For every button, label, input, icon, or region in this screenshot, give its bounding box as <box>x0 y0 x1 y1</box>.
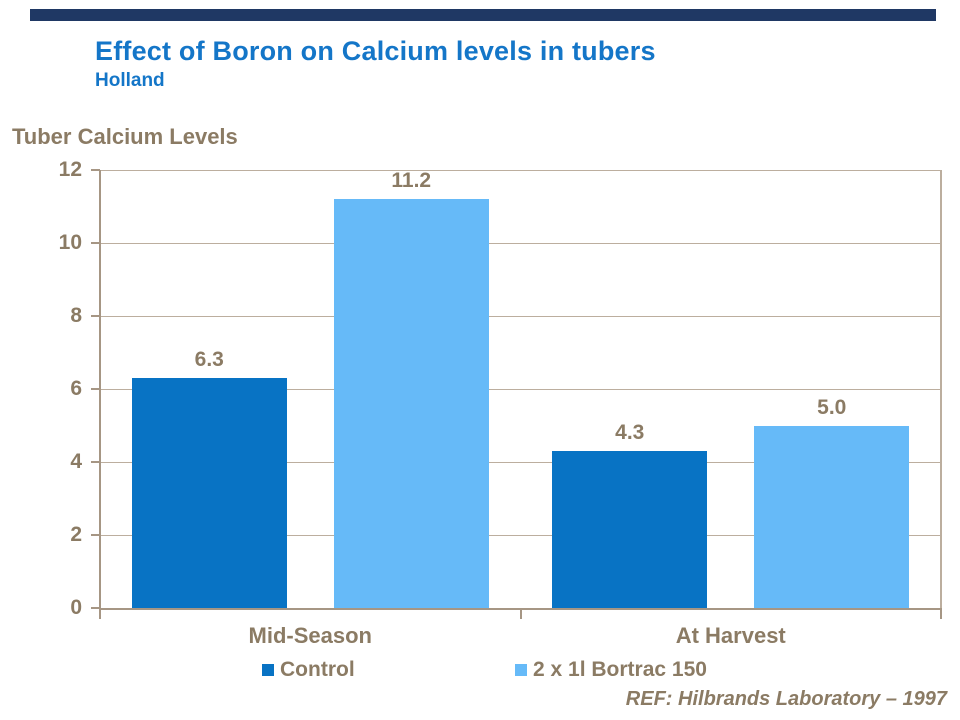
y-axis-tick <box>91 242 100 244</box>
gridline <box>100 169 941 171</box>
y-axis-label: 12 <box>58 158 82 181</box>
legend-label: 2 x 1l Bortrac 150 <box>533 658 707 681</box>
y-axis-tick <box>91 534 100 536</box>
bar-mid-season-control <box>131 378 287 608</box>
y-axis-label: 6 <box>70 377 82 400</box>
y-axis-label: 4 <box>70 450 82 473</box>
y-axis-label: 0 <box>70 596 82 619</box>
reference-note: REF: Hilbrands Laboratory – 1997 <box>625 688 947 710</box>
gridline <box>100 242 941 244</box>
y-axis-tick <box>91 315 100 317</box>
bar-at-harvest-control <box>552 451 708 608</box>
x-category-label: Mid-Season <box>248 623 372 648</box>
value-label: 5.0 <box>817 395 847 419</box>
bar-at-harvest-bortrac <box>754 425 910 608</box>
y-axis-title: Tuber Calcium Levels <box>12 124 238 149</box>
y-axis-label: 2 <box>70 523 82 546</box>
legend-swatch <box>262 664 274 676</box>
legend-item-bortrac: 2 x 1l Bortrac 150 <box>515 658 707 681</box>
gridline <box>100 534 941 536</box>
y-axis-line <box>99 170 101 610</box>
value-label: 4.3 <box>615 421 645 445</box>
value-label: 11.2 <box>391 169 432 193</box>
gridline <box>100 388 941 390</box>
y-axis-tick <box>91 169 100 171</box>
y-axis-tick <box>91 388 100 390</box>
plot-right-border <box>940 170 942 608</box>
x-category-label: At Harvest <box>675 623 786 648</box>
y-axis-tick <box>91 461 100 463</box>
y-axis-label: 8 <box>70 304 82 327</box>
legend-label: Control <box>280 658 355 681</box>
y-axis-label: 10 <box>58 231 82 254</box>
gridline <box>100 461 941 463</box>
chart-subtitle: Holland <box>95 70 165 91</box>
value-label: 6.3 <box>194 348 224 372</box>
top-accent-bar <box>30 9 936 21</box>
gridline <box>100 315 941 317</box>
x-axis-tick <box>519 610 522 619</box>
bar-mid-season-bortrac <box>333 199 489 608</box>
y-axis-tick <box>91 607 100 609</box>
legend-item-control: Control <box>262 658 355 681</box>
x-axis-tick <box>99 610 101 619</box>
x-axis-line <box>99 608 942 610</box>
legend-swatch <box>515 664 527 676</box>
chart-title: Effect of Boron on Calcium levels in tub… <box>95 36 656 66</box>
x-axis-tick <box>940 610 942 619</box>
